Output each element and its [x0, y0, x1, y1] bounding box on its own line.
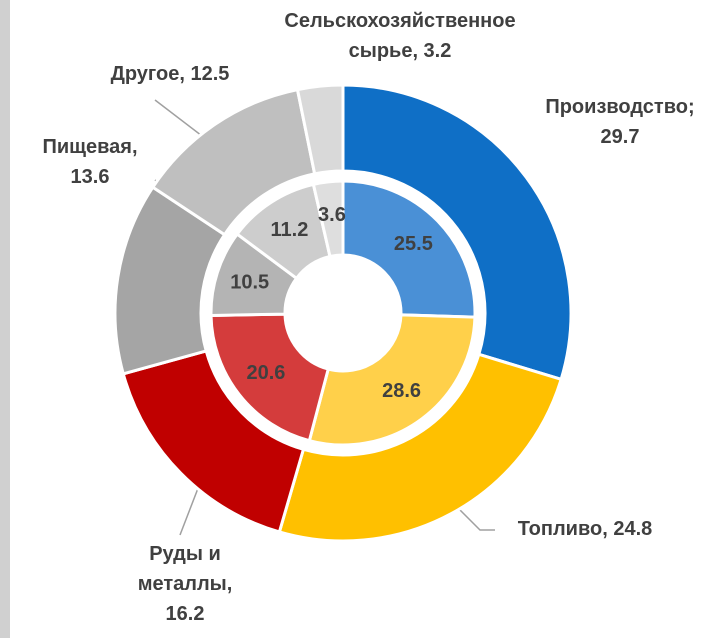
- donut-segment: [341, 179, 477, 319]
- data-label: Пищевая, 13.6: [42, 136, 137, 188]
- donut-segment: [307, 313, 477, 447]
- data-label: Другое, 12.5: [111, 63, 230, 85]
- label-line: 29.7: [601, 126, 640, 148]
- data-label: 10.5: [230, 271, 269, 293]
- label-line: Сельскохозяйственное: [284, 10, 515, 32]
- label-line: металлы,: [138, 573, 233, 595]
- label-line: сырье, 3.2: [349, 40, 452, 62]
- label-line: 13.6: [71, 166, 110, 188]
- data-label: Топливо, 24.8: [518, 518, 653, 540]
- donut-segment: [311, 179, 345, 259]
- data-label: 3.6: [318, 204, 346, 226]
- label-line: Руды и: [149, 543, 221, 565]
- label-line: Производство;: [545, 96, 694, 118]
- label-line: 16.2: [166, 603, 205, 625]
- left-edge: [0, 0, 10, 638]
- data-label: Производство; 29.7: [545, 96, 694, 148]
- data-label: 20.6: [246, 362, 285, 384]
- data-label: 11.2: [271, 219, 309, 241]
- label-line: Другое, 12.5: [111, 63, 230, 85]
- label-line: Топливо, 24.8: [518, 518, 653, 540]
- donut-segment: [295, 83, 345, 176]
- donut-segment: [209, 312, 331, 443]
- donut-segment: [341, 83, 573, 382]
- donut-segment: [277, 352, 564, 543]
- data-label: Сельскохозяйственное сырье, 3.2: [284, 10, 515, 62]
- data-label: 25.5: [394, 233, 433, 255]
- data-label: Руды и металлы, 16.2: [138, 543, 233, 625]
- label-line: Пищевая,: [42, 136, 137, 158]
- data-label: 28.6: [382, 380, 421, 402]
